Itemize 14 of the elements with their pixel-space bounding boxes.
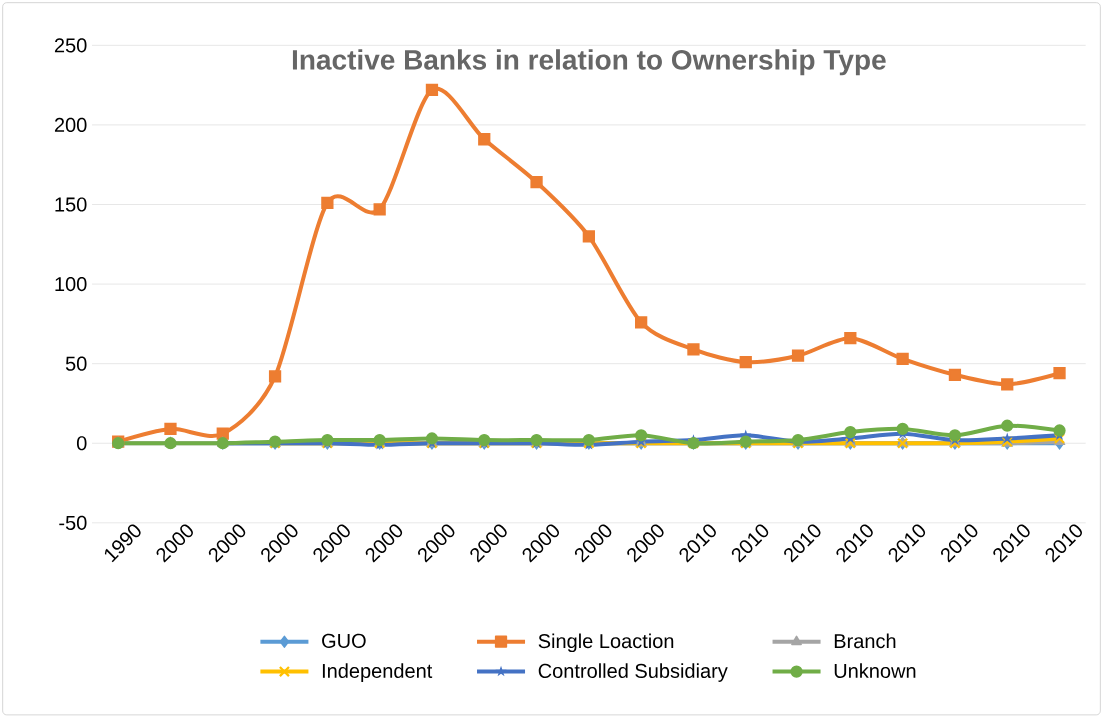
y-tick-label: 100 (55, 277, 87, 292)
legend-label: Controlled Subsidiary (538, 663, 728, 683)
y-tick-label: 250 (54, 38, 87, 53)
y-tick-label: 0 (76, 436, 87, 451)
y-tick-label: -50 (59, 515, 87, 531)
y-tick-label: 150 (55, 197, 87, 212)
legend-label: Branch (834, 633, 896, 649)
legend-label: Single Loaction (538, 633, 674, 653)
y-tick-label: 50 (65, 356, 87, 371)
chart-title: Inactive Banks in relation to Ownership Type (292, 49, 886, 76)
legend-label: Unknown (834, 663, 916, 679)
legend-label: Independent (322, 663, 433, 683)
legend-label: GUO (322, 633, 366, 649)
y-tick-label: 200 (54, 118, 87, 133)
